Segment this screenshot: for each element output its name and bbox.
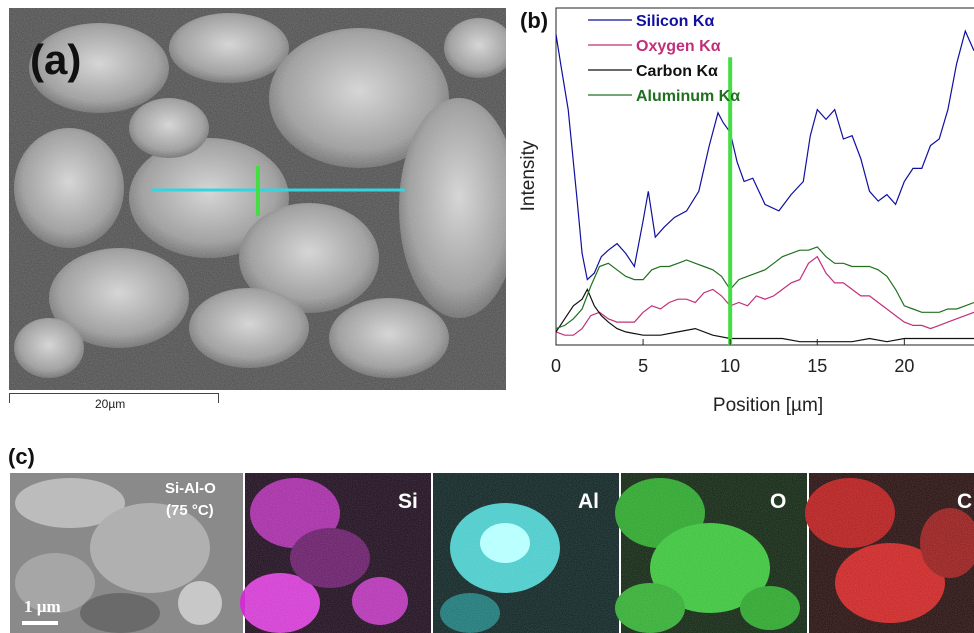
- plot-frame: [555, 7, 974, 346]
- legend-label-2: Carbon Kα: [636, 63, 718, 80]
- thumbnail-scale-label: 1 µm: [24, 597, 61, 616]
- scale-bar-label: 20µm: [95, 397, 126, 411]
- map-label-o: O: [770, 490, 787, 513]
- panel-a-label: (a): [30, 36, 82, 83]
- eds-map-strip: [10, 473, 974, 633]
- x-axis-label: Position [µm]: [713, 395, 823, 416]
- y-axis-label: Intensity: [518, 140, 539, 211]
- x-tick-label: 10: [720, 356, 740, 376]
- legend-label-1: Oxygen Kα: [636, 38, 721, 55]
- sem-thumbnail: [10, 473, 243, 633]
- x-tick-label: 15: [807, 356, 827, 376]
- map-label-si: Si: [398, 490, 418, 513]
- map-label-al: Al: [578, 490, 599, 513]
- x-tick-label: 20: [894, 356, 914, 376]
- series-line-0: [555, 29, 974, 281]
- legend-label-0: Silicon Kα: [636, 13, 714, 30]
- series-line-2: [555, 288, 974, 343]
- thumbnail-scale-bar: [22, 621, 58, 625]
- sample-temp-label: (75 °C): [166, 502, 214, 519]
- map-label-c: C: [957, 490, 973, 513]
- scale-bar: [9, 393, 219, 403]
- linescan-chart: 0 5 10 15 20 Silicon Kα Oxygen Kα Carbon Kα Alu…: [518, 7, 974, 416]
- panel-b-label: (b): [520, 8, 549, 33]
- x-tick-label: 5: [638, 356, 648, 376]
- x-tick-label: 0: [551, 356, 561, 376]
- series-line-3: [555, 246, 974, 330]
- panel-c-label: (c): [8, 444, 35, 469]
- sample-label: Si-Al-O: [165, 480, 216, 497]
- sem-image: [9, 8, 506, 390]
- legend-label-3: Aluminum Kα: [636, 88, 740, 105]
- series-line-1: [555, 255, 974, 336]
